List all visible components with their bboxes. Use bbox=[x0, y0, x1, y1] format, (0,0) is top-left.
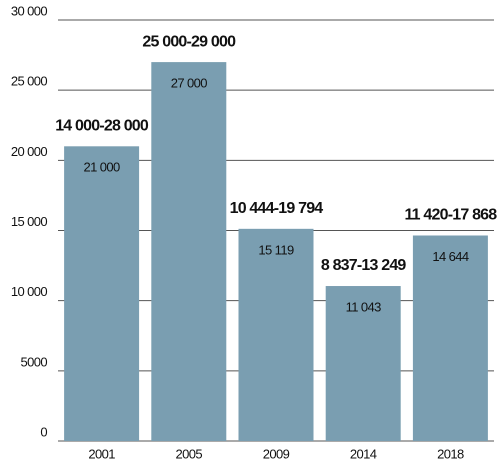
range-annotation: 25 000-29 000 bbox=[142, 33, 236, 50]
bar bbox=[325, 286, 401, 441]
value-label: 11 043 bbox=[346, 299, 382, 314]
range-annotation: 14 000-28 000 bbox=[55, 118, 149, 135]
value-label: 14 644 bbox=[432, 249, 469, 264]
value-label: 27 000 bbox=[171, 76, 208, 91]
y-tick-label: 15 000 bbox=[11, 214, 48, 229]
y-tick-label: 20 000 bbox=[11, 144, 48, 159]
x-tick-label: 2009 bbox=[263, 446, 290, 461]
bar bbox=[238, 228, 314, 441]
bar bbox=[64, 146, 140, 442]
x-tick-label: 2014 bbox=[350, 446, 377, 461]
y-tick-label: 25 000 bbox=[11, 74, 48, 89]
bar bbox=[412, 235, 488, 441]
x-tick-label: 2018 bbox=[437, 446, 464, 461]
y-tick-label: 30 000 bbox=[11, 3, 48, 18]
bar bbox=[151, 62, 227, 441]
y-tick-label: 5000 bbox=[20, 354, 47, 369]
value-label: 15 119 bbox=[258, 242, 294, 257]
value-label: 21 000 bbox=[84, 160, 121, 175]
x-tick-label: 2005 bbox=[176, 446, 203, 461]
y-tick-label: 10 000 bbox=[11, 284, 48, 299]
range-annotation: 11 420-17 868 bbox=[404, 207, 497, 224]
y-tick-label: 0 bbox=[40, 424, 47, 439]
x-tick-label: 2001 bbox=[88, 446, 115, 461]
range-annotation: 8 837-13 249 bbox=[321, 257, 407, 274]
range-annotation: 10 444-19 794 bbox=[230, 200, 324, 217]
